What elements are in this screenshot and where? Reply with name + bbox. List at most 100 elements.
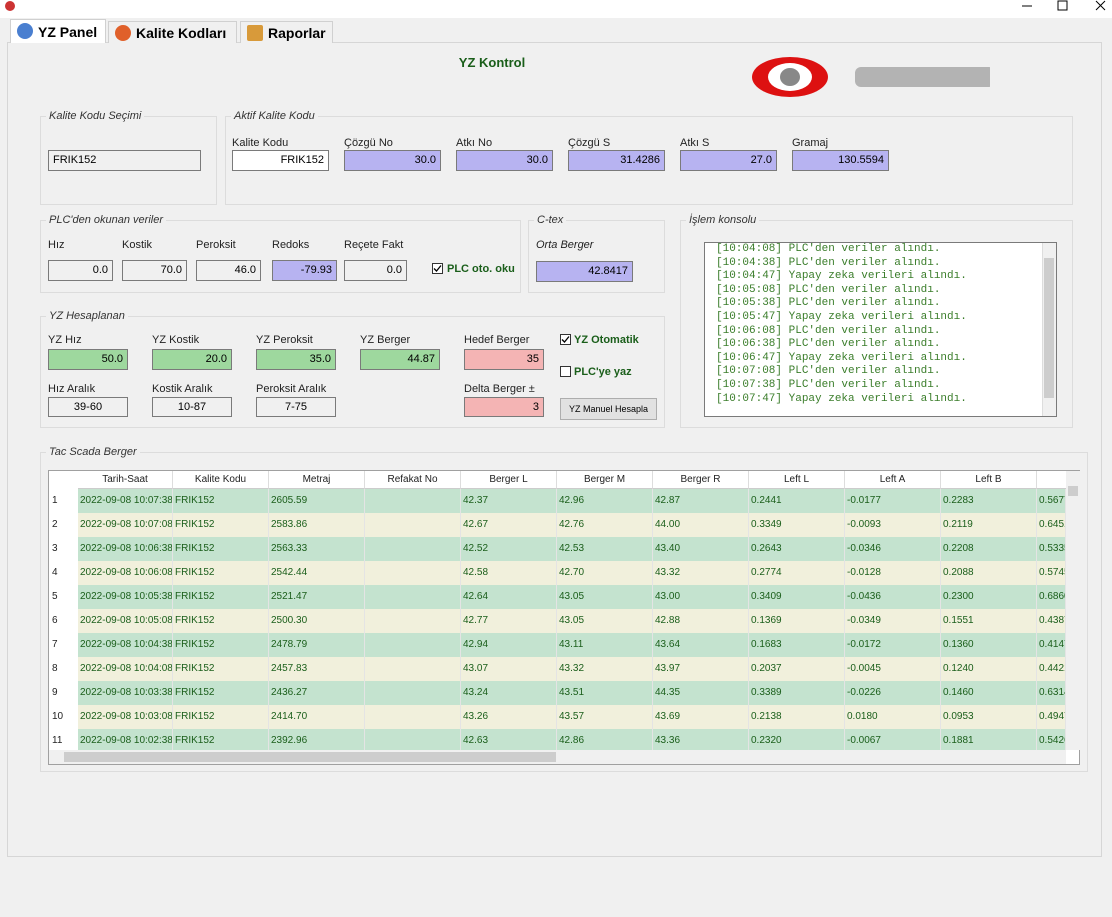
table-cell [365, 585, 461, 609]
scroll-thumb [1068, 486, 1078, 496]
tab-label[interactable]: YZ Panel [38, 24, 98, 40]
tab-label[interactable]: Raporlar [268, 25, 326, 41]
table-cell: 0.0180 [845, 705, 941, 729]
tab[interactable] [240, 21, 333, 43]
text-field[interactable]: 0.0 [48, 260, 113, 281]
console-line: [10:07:47] Yapay zeka verileri alındı. [716, 392, 967, 405]
table-cell: 44.00 [653, 513, 749, 537]
field-label: Kostik [122, 239, 152, 251]
maximize[interactable] [1057, 0, 1068, 11]
text-field[interactable]: 30.0 [456, 150, 553, 171]
console-line: [10:06:08] PLC'den veriler alındı. [716, 324, 941, 337]
console-line: [10:07:38] PLC'den veriler alındı. [716, 379, 941, 391]
table-cell: 0.2119 [941, 513, 1037, 537]
table-cell: 2563.33 [269, 537, 365, 561]
console-line: [10:06:38] PLC'den veriler alındı. [716, 338, 941, 351]
table-cell: -0.0226 [845, 681, 941, 705]
column-header [1037, 471, 1066, 489]
table-cell: 0.3349 [749, 513, 845, 537]
table-cell: -0.0093 [845, 513, 941, 537]
table-cell: 2478.79 [269, 633, 365, 657]
table-cell: 2542.44 [269, 561, 365, 585]
table-cell: 43.57 [557, 705, 653, 729]
table-cell [365, 705, 461, 729]
text-field[interactable]: 35.0 [256, 349, 336, 370]
scroll-thumb [64, 752, 556, 762]
row-header: 8 [49, 657, 78, 681]
text-field[interactable]: 39-60 [48, 397, 128, 417]
column-header: Left B [941, 471, 1037, 489]
column-header: Left L [749, 471, 845, 489]
text-field[interactable]: FRIK152 [232, 150, 329, 171]
table-cell [365, 633, 461, 657]
table-cell: 2436.27 [269, 681, 365, 705]
table-cell: 42.70 [557, 561, 653, 585]
text-field[interactable]: 46.0 [196, 260, 261, 281]
tab-label[interactable]: Kalite Kodları [136, 25, 227, 41]
column-header: Refakat No [365, 471, 461, 489]
text-field[interactable]: 0.0 [344, 260, 407, 281]
text-field[interactable]: 42.8417 [536, 261, 633, 282]
field-label: Atkı S [680, 137, 710, 149]
table-cell: 0.1460 [941, 681, 1037, 705]
table-cell: 0.6314 [1037, 681, 1066, 705]
text-field[interactable]: 30.0 [344, 150, 441, 171]
text-field[interactable]: -79.93 [272, 260, 337, 281]
text-field[interactable]: 3 [464, 397, 544, 417]
column-header: Berger R [653, 471, 749, 489]
table-cell: 42.77 [461, 609, 557, 633]
field-label: Peroksit [196, 239, 236, 251]
table-cell: 44.35 [653, 681, 749, 705]
text-field[interactable]: 44.87 [360, 349, 440, 370]
text-field[interactable]: 10-87 [152, 397, 232, 417]
table-cell: 42.76 [557, 513, 653, 537]
table-cell: -0.0436 [845, 585, 941, 609]
field-label: PLC'ye yaz [574, 366, 632, 378]
window-controls [5, 0, 1106, 11]
table-cell: 42.37 [461, 489, 557, 513]
text-field[interactable]: 20.0 [152, 349, 232, 370]
checkbox[interactable] [560, 334, 572, 346]
table-cell: -0.0067 [845, 729, 941, 753]
table-cell: 2500.30 [269, 609, 365, 633]
table-cell: 43.32 [557, 657, 653, 681]
table-cell: 0.3389 [749, 681, 845, 705]
table-cell: 42.94 [461, 633, 557, 657]
table-cell: FRIK152 [173, 729, 269, 753]
group-title: Tac Scada Berger [46, 446, 140, 458]
table-cell: 42.52 [461, 537, 557, 561]
checkbox[interactable] [560, 366, 572, 378]
row-header: 11 [49, 729, 78, 753]
text-field[interactable]: FRIK152 [48, 150, 201, 171]
close[interactable] [1095, 0, 1106, 11]
table-cell: 2022-09-08 10:06:38 [78, 537, 173, 561]
button[interactable]: YZ Manuel Hesapla [560, 398, 657, 420]
table-cell: -0.0045 [845, 657, 941, 681]
column-header: Metraj [269, 471, 365, 489]
field-label: Atkı No [456, 137, 493, 149]
table-cell: 0.0953 [941, 705, 1037, 729]
checkbox[interactable] [432, 263, 444, 275]
text-field[interactable]: 7-75 [256, 397, 336, 417]
text-field[interactable]: 27.0 [680, 150, 777, 171]
console-line: [10:04:08] PLC'den veriler alındı. [716, 243, 941, 255]
tab[interactable] [108, 21, 237, 43]
text-field[interactable]: 70.0 [122, 260, 187, 281]
console-line: [10:04:47] Yapay zeka verileri alındı. [716, 270, 967, 283]
table-cell: FRIK152 [173, 513, 269, 537]
text-field[interactable]: 130.5594 [792, 150, 889, 171]
text-field[interactable]: 35 [464, 349, 544, 370]
table-cell: FRIK152 [173, 681, 269, 705]
table-cell: FRIK152 [173, 633, 269, 657]
table-cell: 0.1369 [749, 609, 845, 633]
group-title: YZ Hesaplanan [46, 310, 128, 322]
field-label: Hedef Berger [464, 334, 530, 346]
text-field[interactable]: 50.0 [48, 349, 128, 370]
field-label: Redoks [272, 239, 310, 251]
text-field[interactable]: 31.4286 [568, 150, 665, 171]
table-cell: 43.97 [653, 657, 749, 681]
field-label: Gramaj [792, 137, 829, 149]
group-box [40, 316, 665, 428]
group-box [40, 220, 521, 293]
table-cell: 42.67 [461, 513, 557, 537]
